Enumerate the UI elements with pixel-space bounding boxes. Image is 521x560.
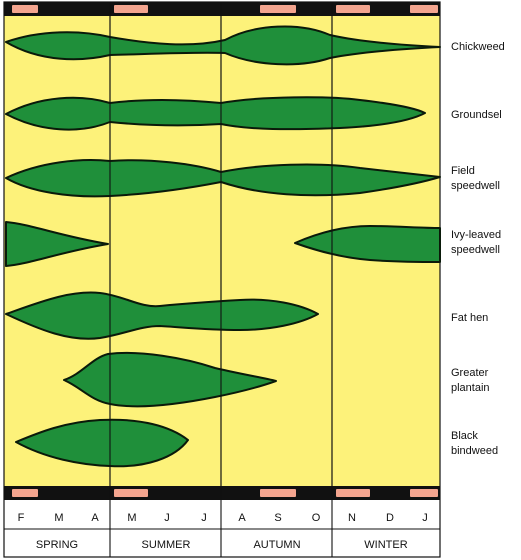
month-label: J	[164, 512, 170, 524]
bottom-month-band	[4, 486, 440, 500]
ivy-leaved-speedwell-shape-right	[294, 225, 441, 263]
season-label: SUMMER	[142, 539, 191, 551]
fat-hen-shape	[5, 291, 319, 340]
ivy-leaved-speedwell-shape-left	[5, 221, 109, 267]
month-label: J	[201, 512, 207, 524]
weed-label: Greater plantain	[451, 367, 490, 394]
month-label: F	[18, 512, 25, 524]
groundsel-shape	[5, 96, 426, 131]
top-month-band	[4, 2, 440, 16]
month-label: O	[312, 512, 321, 524]
chart-frame	[3, 1, 441, 558]
weed-label: Chickweed	[451, 41, 505, 53]
black-bindweed-shape	[15, 418, 189, 468]
month-label: M	[127, 512, 136, 524]
weed-label: Black bindweed	[451, 430, 499, 457]
season-label: AUTUMN	[253, 539, 300, 551]
month-label: M	[54, 512, 63, 524]
month-label: A	[238, 512, 246, 524]
weed-label: Fat hen	[451, 312, 489, 324]
month-label: A	[91, 512, 99, 524]
month-label: J	[422, 512, 428, 524]
weed-label: Groundsel	[451, 109, 502, 121]
month-label: S	[274, 512, 281, 524]
weed-label: Ivy-leaved speedwell	[451, 229, 502, 256]
weed-label: Field speedwell	[451, 165, 500, 192]
season-label: SPRING	[36, 539, 78, 551]
month-label: D	[386, 512, 394, 524]
season-label: WINTER	[364, 539, 407, 551]
month-label: N	[348, 512, 356, 524]
